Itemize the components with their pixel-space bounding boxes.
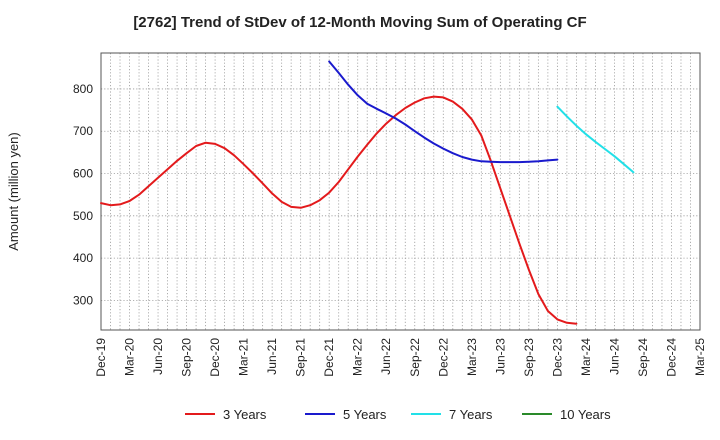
x-tick-label: Dec-22 [436,338,450,377]
series-line-5-years [328,60,559,164]
x-tick-label: Dec-23 [550,338,564,377]
x-tick-label: Jun-24 [607,338,621,375]
x-tick-label: Mar-25 [693,338,707,376]
x-axis-tick-labels: Dec-19 Mar-20 Jun-20 Sep-20 Dec-20 Mar-21 Jun-… [94,338,707,377]
x-tick-label: Dec-20 [208,338,222,377]
y-tick-label: 600 [73,167,93,181]
legend-label-7-years: 7 Years [449,407,493,422]
x-tick-label: Jun-21 [265,338,279,375]
x-tick-label: Sep-24 [636,338,650,377]
x-tick-label: Dec-21 [322,338,336,377]
y-tick-label: 500 [73,209,93,223]
x-tick-label: Sep-20 [180,338,194,377]
x-tick-label: Dec-24 [664,338,678,377]
x-tick-label: Sep-23 [522,338,536,377]
legend-label-10-years: 10 Years [560,407,611,422]
grid-lines [101,53,700,330]
legend: 3 Years 5 Years 7 Years 10 Years [185,407,611,422]
x-tick-label: Jun-20 [151,338,165,375]
x-tick-label: Sep-22 [408,338,422,377]
x-tick-label: Mar-24 [579,338,593,376]
y-tick-label: 800 [73,82,93,96]
series-line-3-years [100,95,578,325]
legend-label-5-years: 5 Years [343,407,387,422]
x-tick-label: Sep-21 [294,338,308,377]
x-tick-label: Mar-22 [351,338,365,376]
series-lines [100,60,635,325]
y-axis-tick-labels: 300 400 500 600 700 800 [73,82,93,307]
x-tick-label: Jun-22 [379,338,393,375]
x-tick-label: Mar-20 [123,338,137,376]
legend-label-3-years: 3 Years [223,407,267,422]
x-tick-label: Mar-23 [465,338,479,376]
y-tick-label: 700 [73,124,93,138]
chart-title: [2762] Trend of StDev of 12-Month Moving… [133,14,587,31]
y-axis-title: Amount (million yen) [6,132,21,251]
series-line-7-years [556,105,635,174]
x-tick-label: Mar-21 [237,338,251,376]
y-tick-label: 400 [73,251,93,265]
x-tick-label: Dec-19 [94,338,108,377]
plot-area [100,52,701,331]
x-tick-label: Jun-23 [493,338,507,375]
y-tick-label: 300 [73,293,93,307]
